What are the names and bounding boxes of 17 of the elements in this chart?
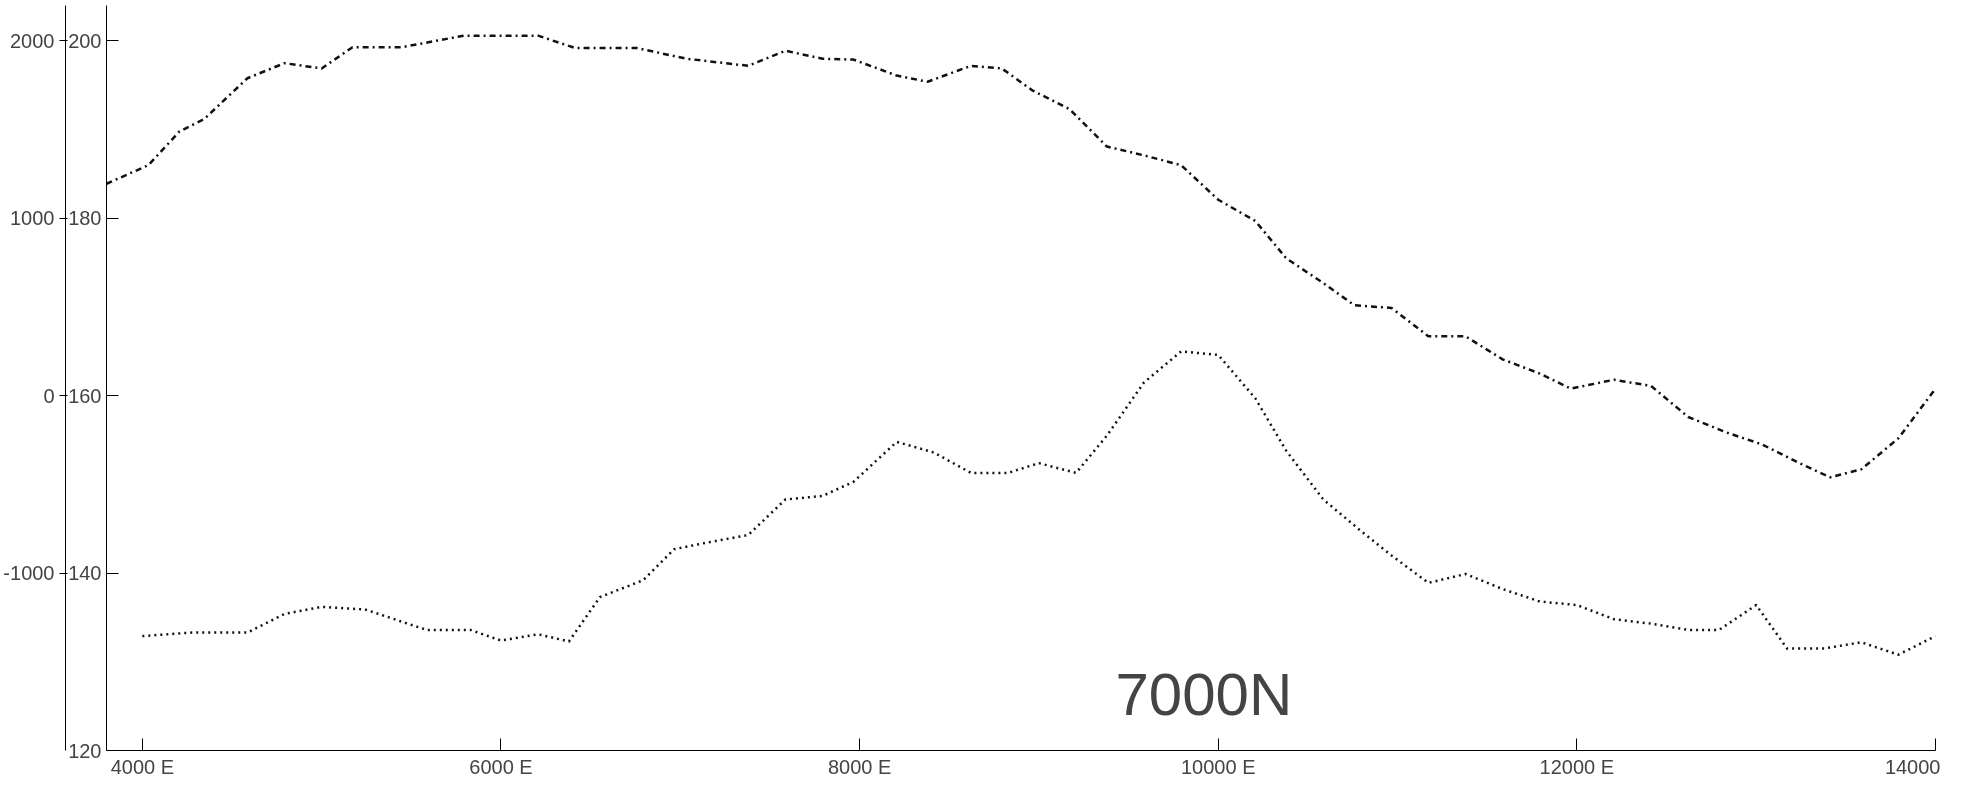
y-tick-label: 180 [68,207,102,230]
y2-tick-label: 1000 [10,207,55,230]
x-tick-label: 14000 [1884,755,1941,778]
annotation: 7000N [1115,661,1293,729]
x-tick-label: 4000 E [110,755,175,778]
x-tick-label: 10000 E [1180,755,1256,778]
x-tick-label: 8000 E [827,755,892,778]
y-tick-label: 200 [68,29,102,52]
x-tick-label: 6000 E [469,755,533,778]
y2-tick-label: -1000 [3,562,55,585]
y2-tick-label: 2000 [10,29,55,52]
line-series [106,34,1936,479]
x-tick-label: 12000 E [1539,755,1615,778]
y-tick-label: 160 [68,384,102,407]
y-tick-label: 120 [68,739,102,762]
y2-tick-label: 0 [43,384,55,407]
y-tick-label: 140 [68,562,102,585]
